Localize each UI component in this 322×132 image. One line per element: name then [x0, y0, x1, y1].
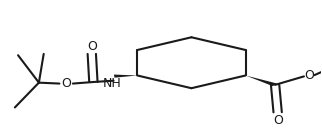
Text: O: O [61, 77, 71, 90]
Text: NH: NH [102, 77, 121, 90]
Text: O: O [273, 114, 283, 127]
Polygon shape [114, 75, 137, 78]
Text: O: O [87, 40, 97, 53]
Text: O: O [305, 69, 314, 82]
Polygon shape [246, 76, 278, 86]
